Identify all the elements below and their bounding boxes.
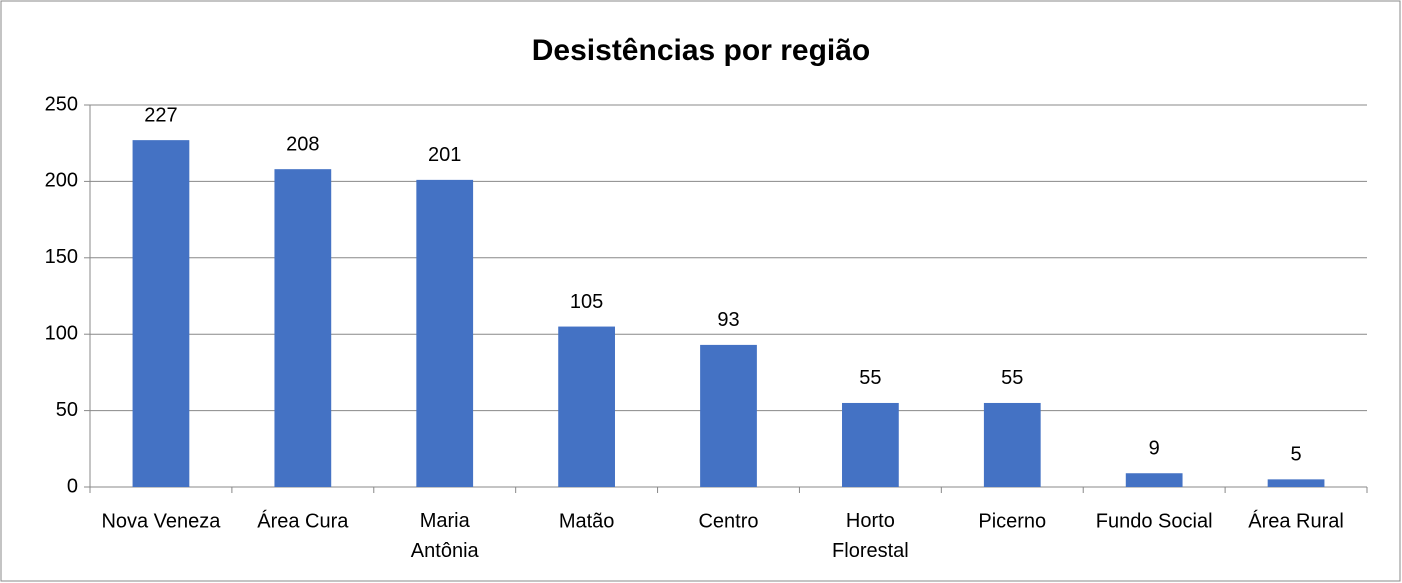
data-label: 55 [859,367,881,389]
bar [983,402,1041,487]
chart-title: Desistências por região [532,34,870,67]
bar [1125,473,1183,487]
y-tick-label: 50 [56,399,78,421]
bar [132,140,190,488]
x-tick-label: Centro [698,510,758,532]
x-tick-label: Matão [559,510,615,532]
bar [700,344,757,487]
data-label: 93 [717,309,739,331]
bar [274,169,332,487]
bar [416,179,474,487]
x-tick-label: Maria Antônia [411,510,480,562]
y-tick-label: 250 [45,93,78,115]
y-tick-label: 150 [45,246,78,268]
x-tick-label: Picerno [978,510,1046,532]
data-label: 208 [286,133,319,155]
bar [558,326,615,487]
x-tick-label: Área Rural [1248,509,1344,532]
x-tick-label: Área Cura [257,509,349,532]
data-label: 55 [1001,367,1023,389]
x-tick-label: Fundo Social [1096,510,1213,532]
data-label: 201 [428,144,461,166]
x-tick-label: Nova Veneza [101,510,221,532]
y-tick-label: 200 [45,170,78,192]
data-label: 227 [144,104,177,126]
bar [1267,479,1325,487]
data-label: 5 [1290,444,1301,466]
x-tick-label: Horto Florestal [832,510,909,562]
y-tick-label: 0 [67,475,78,497]
data-label: 105 [570,291,603,313]
y-tick-label: 100 [45,322,78,344]
data-label: 9 [1149,438,1160,460]
bar [842,402,899,487]
